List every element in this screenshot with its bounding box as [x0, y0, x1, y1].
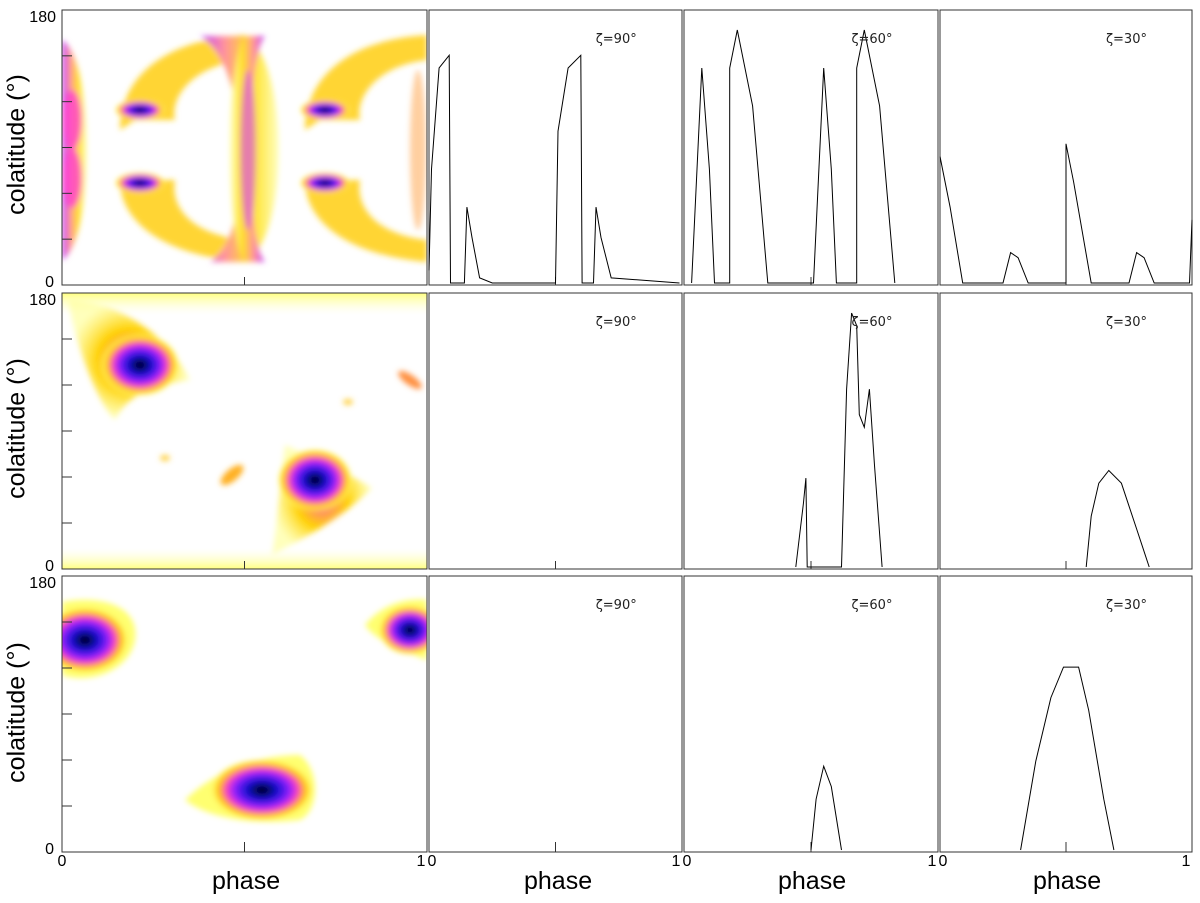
x-tick-label-1: 1	[417, 853, 426, 870]
zeta-label-r3-c2: ζ=90°	[596, 598, 637, 613]
panel-frame-r1-c2	[428, 9, 683, 286]
profile-curve-r1-3	[939, 143, 1193, 284]
x-axis-label-col4: phase	[1033, 867, 1102, 895]
y-axis-label-row3: colatitude (°)	[2, 642, 31, 783]
zeta-label-r2-c3: ζ=60°	[851, 315, 892, 330]
zeta-label-r2-c4: ζ=30°	[1106, 315, 1147, 330]
profile-curves	[428, 29, 1193, 851]
profile-curve-r3-2	[810, 764, 842, 851]
panel-frame-r3-c3	[683, 575, 939, 853]
y-tick-label-0: 0	[45, 274, 54, 291]
x-axis-label-col1: phase	[212, 867, 281, 895]
axis-ticks	[62, 55, 1067, 852]
profile-curve-r3-3	[1020, 666, 1115, 851]
y-tick-label-180: 180	[29, 9, 56, 26]
heatmap-row1	[62, 10, 427, 285]
y-tick-label-180: 180	[29, 292, 56, 309]
x-tick-label-1: 1	[928, 853, 937, 870]
y-axis-label-row2: colatitude (°)	[2, 358, 31, 499]
zeta-label-r1-c3: ζ=60°	[851, 32, 892, 47]
profile-curve-r1-2	[691, 29, 896, 284]
profile-curve-r1-1	[428, 53, 680, 284]
heatmap-row3	[62, 576, 427, 852]
panel-frame-r3-c2	[428, 575, 683, 853]
panel-frame-r2-c4	[939, 292, 1193, 570]
y-tick-label-180: 180	[29, 575, 56, 592]
panel-frame-r2-c2	[428, 292, 683, 570]
x-tick-label-0: 0	[683, 853, 692, 870]
x-axis-label-col2: phase	[524, 867, 593, 895]
zeta-label-r3-c4: ζ=30°	[1106, 598, 1147, 613]
x-tick-label-0: 0	[939, 853, 948, 870]
y-tick-label-0: 0	[45, 841, 54, 858]
panel-frame-r2-c3	[683, 292, 939, 570]
profile-curve-r2-2	[795, 312, 883, 568]
profile-curve-r2-3	[1085, 469, 1150, 568]
x-tick-label-0: 0	[58, 853, 67, 870]
x-tick-label-0: 0	[428, 853, 437, 870]
x-tick-label-1: 1	[672, 853, 681, 870]
panel-frame-r1-c3	[683, 9, 939, 286]
panel-frame-r3-c4	[939, 575, 1193, 853]
zeta-label-r2-c2: ζ=90°	[596, 315, 637, 330]
x-tick-label-1: 1	[1182, 853, 1191, 870]
x-axis-label-col3: phase	[778, 867, 847, 895]
y-axis-label-row1: colatitude (°)	[2, 74, 31, 215]
y-tick-label-0: 0	[45, 558, 54, 575]
zeta-label-r1-c4: ζ=30°	[1106, 32, 1147, 47]
zeta-label-r3-c3: ζ=60°	[851, 598, 892, 613]
heatmap-row2	[62, 293, 427, 569]
zeta-label-r1-c2: ζ=90°	[596, 32, 637, 47]
